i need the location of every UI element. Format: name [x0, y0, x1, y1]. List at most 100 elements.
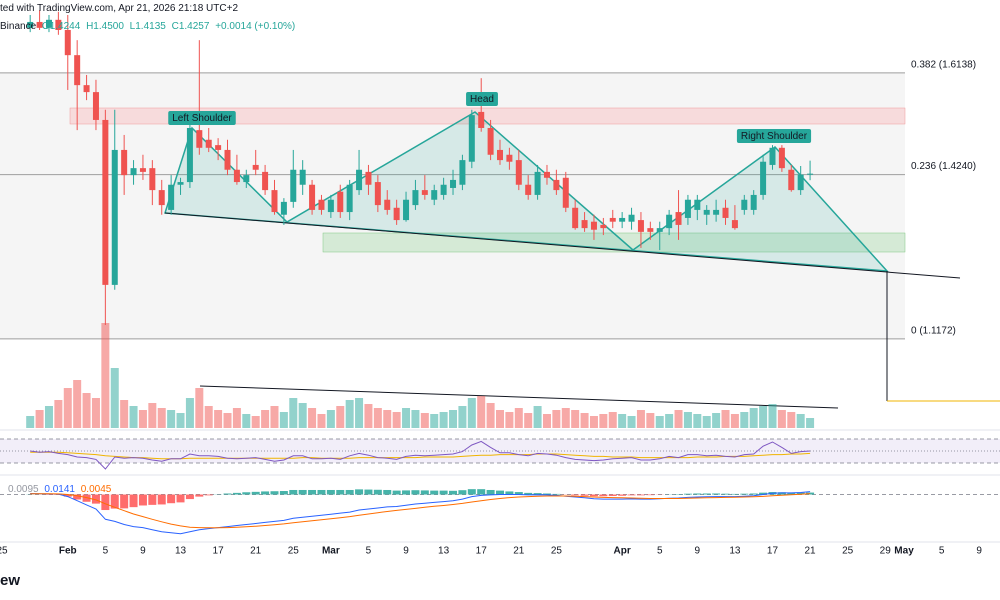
macd-histogram-bar: [730, 493, 739, 495]
macd-value: 0.0141: [44, 484, 75, 495]
volume-bar: [214, 410, 223, 428]
volume-bar: [54, 400, 63, 428]
volume-bar: [589, 416, 598, 428]
volume-bar: [336, 406, 345, 428]
x-tick-label: 25: [551, 546, 563, 557]
macd-histogram-bar: [749, 493, 758, 495]
candle-body: [421, 190, 428, 195]
volume-bar: [740, 412, 749, 428]
macd-histogram-bar: [251, 491, 260, 495]
candle-body: [121, 149, 128, 176]
macd-histogram-bar: [712, 493, 721, 495]
x-tick-label: 5: [366, 546, 372, 557]
macd-histogram-bar: [589, 494, 598, 497]
volume-bar: [176, 413, 185, 428]
volume-bar: [467, 398, 476, 428]
annotation-badge: [466, 92, 498, 106]
candle-body: [45, 19, 52, 28]
x-tick-label: 25: [842, 546, 854, 557]
symbol: Binance: [0, 21, 37, 32]
volume-bar: [571, 410, 580, 428]
candle-body: [186, 127, 193, 183]
volume-bar: [120, 400, 129, 428]
macd-histogram-bar: [402, 490, 411, 495]
volume-bar: [430, 414, 439, 428]
candle-body: [271, 190, 278, 213]
macd-histogram-bar: [533, 493, 542, 495]
candle-body: [760, 161, 767, 195]
macd-histogram-bar: [683, 493, 692, 495]
candle-body: [205, 139, 212, 148]
volume-bar: [383, 410, 392, 428]
volume-bar: [712, 413, 721, 428]
macd-histogram-bar: [195, 494, 204, 497]
volume-bar: [411, 410, 420, 428]
macd-histogram-bar: [420, 490, 429, 495]
candle-body: [64, 29, 71, 56]
candle-body: [431, 190, 438, 200]
macd-histogram-bar: [317, 489, 326, 495]
candle-body: [609, 217, 616, 222]
macd-histogram-bar: [223, 493, 232, 495]
macd-histogram-bar: [345, 489, 354, 495]
x-tick-label: Feb: [59, 546, 77, 557]
volume-bar: [749, 408, 758, 428]
candle-body: [337, 191, 344, 213]
volume-bar: [449, 410, 458, 428]
x-tick-label: 21: [805, 546, 817, 557]
candle-body: [111, 149, 118, 285]
candle-body: [543, 171, 550, 178]
x-tick-label: 17: [213, 546, 225, 557]
macd-histogram-bar: [138, 494, 147, 506]
volume-bar: [759, 406, 768, 428]
x-tick-label: Mar: [322, 546, 340, 557]
macd-histogram-bar: [514, 492, 523, 495]
x-tick-label: 5: [657, 546, 663, 557]
volume-bar: [101, 323, 110, 428]
volume-bar: [204, 406, 213, 428]
macd-histogram-bar: [430, 490, 439, 495]
header-source: ted with TradingView.com, Apr 21, 2026 2…: [0, 3, 239, 14]
macd-histogram-bar: [91, 494, 100, 504]
candle-body: [233, 169, 240, 183]
macd-histogram-bar: [458, 490, 467, 495]
macd-histogram-bar: [439, 490, 448, 495]
candle-body: [807, 173, 814, 175]
volume-bar: [82, 393, 91, 428]
candle-body: [675, 212, 682, 225]
macd-histogram-bar: [392, 490, 401, 495]
ohlc-close: C1.4257: [171, 21, 210, 32]
macd-histogram-bar: [185, 494, 194, 500]
candle-body: [55, 19, 62, 30]
x-tick-label: 17: [476, 546, 488, 557]
volume-bar: [44, 406, 53, 428]
candle-body: [468, 115, 475, 162]
candle-body: [243, 175, 250, 183]
candle-body: [74, 55, 81, 86]
candle-body: [684, 199, 691, 218]
candle-body: [515, 160, 522, 185]
volume-bar: [148, 403, 157, 428]
x-tick-label: 29: [880, 546, 892, 557]
volume-bar: [787, 412, 796, 428]
macd-histogram-bar: [73, 494, 82, 500]
macd-histogram-bar: [383, 489, 392, 495]
candle-body: [27, 21, 34, 28]
rsi-line: [30, 440, 811, 470]
candle-body: [130, 168, 137, 176]
macd-histogram-bar: [176, 494, 185, 503]
macd-hist-value: 0.0095: [8, 484, 39, 495]
macd-histogram-bar: [120, 494, 129, 509]
candle-body: [365, 171, 372, 185]
volume-bar: [439, 412, 448, 428]
volume-bar: [185, 398, 194, 428]
volume-bar: [63, 388, 72, 428]
candle-body: [731, 220, 738, 229]
candle-body: [224, 149, 231, 170]
volume-bar: [345, 400, 354, 428]
volume-bar: [768, 404, 777, 428]
volume-bar: [524, 413, 533, 428]
candle-body: [525, 184, 532, 195]
candle-body: [215, 145, 222, 150]
